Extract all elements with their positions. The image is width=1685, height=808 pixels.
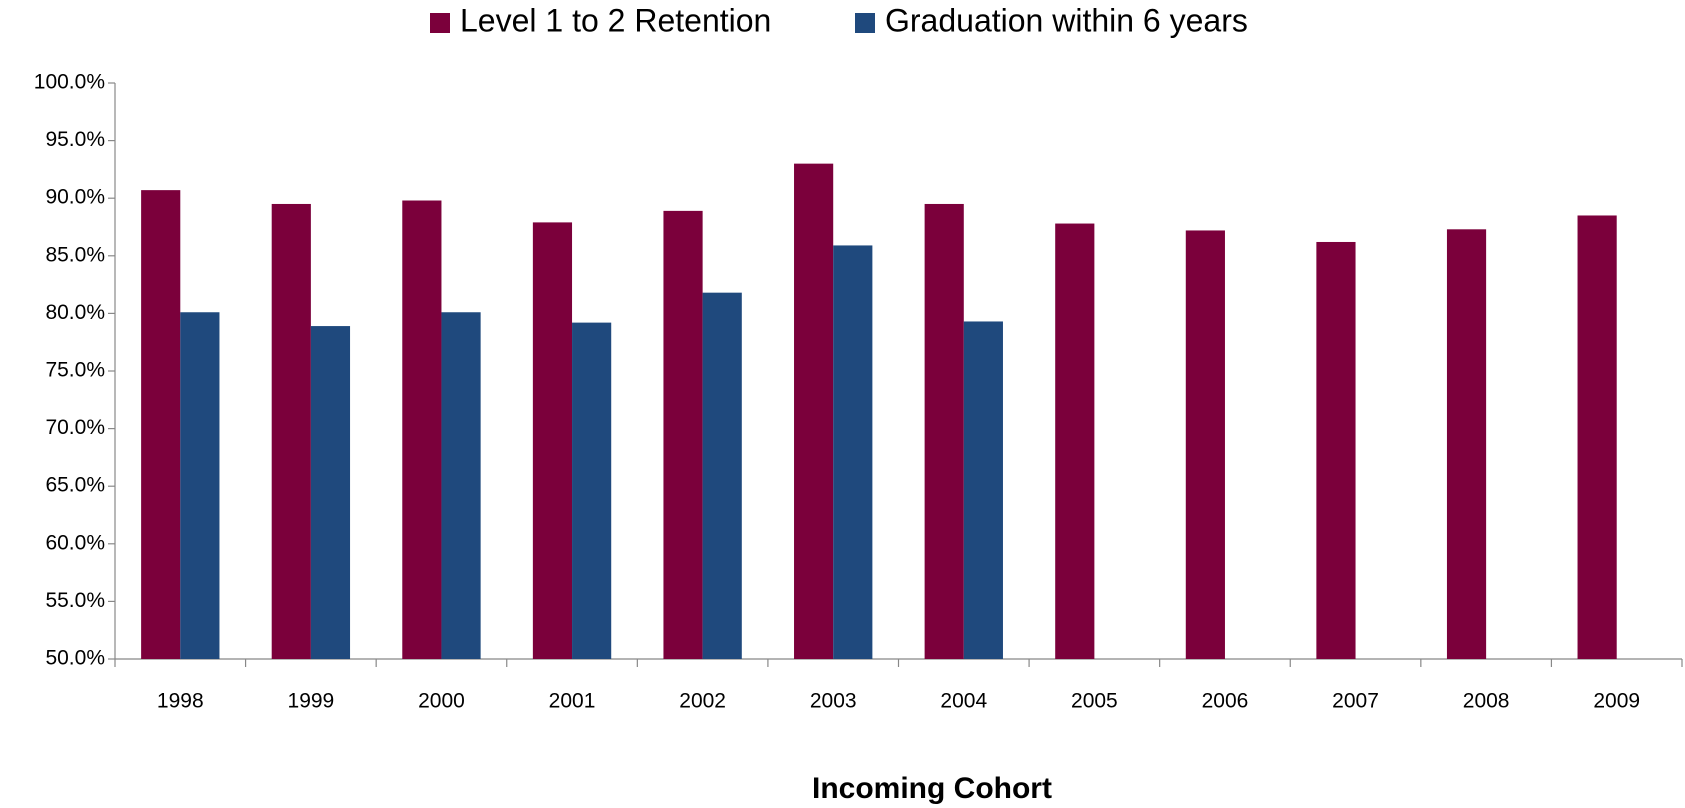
y-tick-label: 60.0% [45, 531, 105, 554]
y-tick-label: 85.0% [45, 243, 105, 266]
bar [963, 321, 1003, 659]
legend-label: Graduation within 6 years [885, 2, 1248, 38]
y-tick-label: 95.0% [45, 128, 105, 151]
x-tick-label: 2003 [810, 690, 857, 713]
x-tick-label: 2009 [1593, 690, 1640, 713]
legend-label: Level 1 to 2 Retention [460, 2, 771, 38]
y-tick-label: 75.0% [45, 359, 105, 382]
bar [1446, 229, 1487, 659]
bar [441, 312, 481, 659]
bar [924, 203, 964, 659]
y-tick-label: 65.0% [45, 474, 105, 497]
bar [271, 203, 311, 659]
y-tick-label: 70.0% [45, 416, 105, 439]
x-tick-label: 2008 [1463, 690, 1510, 713]
y-tick-label: 80.0% [45, 301, 105, 324]
bar [833, 245, 873, 659]
y-tick-label: 50.0% [45, 647, 105, 670]
x-tick-label: 2006 [1202, 690, 1249, 713]
bar [572, 322, 612, 659]
bar [1185, 230, 1225, 659]
x-tick-label: 2007 [1332, 690, 1379, 713]
x-tick-label: 1999 [288, 690, 335, 713]
bar [1577, 215, 1617, 660]
bar [141, 190, 181, 660]
y-tick-label: 90.0% [45, 186, 105, 209]
legend-swatch [430, 13, 450, 33]
y-tick-label: 55.0% [45, 589, 105, 612]
x-tick-label: 2002 [679, 690, 726, 713]
y-tick-label: 100.0% [34, 71, 105, 94]
legend-swatch [855, 13, 875, 33]
bar [310, 326, 351, 659]
x-tick-label: 2005 [1071, 690, 1118, 713]
x-axis-title: Incoming Cohort [812, 772, 1052, 805]
bar [702, 292, 742, 659]
bar [794, 163, 834, 659]
x-tick-label: 2004 [940, 690, 987, 713]
x-tick-label: 2000 [418, 690, 465, 713]
bar [532, 222, 573, 659]
bar [663, 210, 703, 659]
x-tick-label: 2001 [549, 690, 596, 713]
bar [1316, 241, 1356, 659]
bar [1055, 223, 1095, 659]
x-tick-label: 1998 [157, 690, 204, 713]
bar [402, 200, 442, 659]
bar [180, 312, 220, 659]
